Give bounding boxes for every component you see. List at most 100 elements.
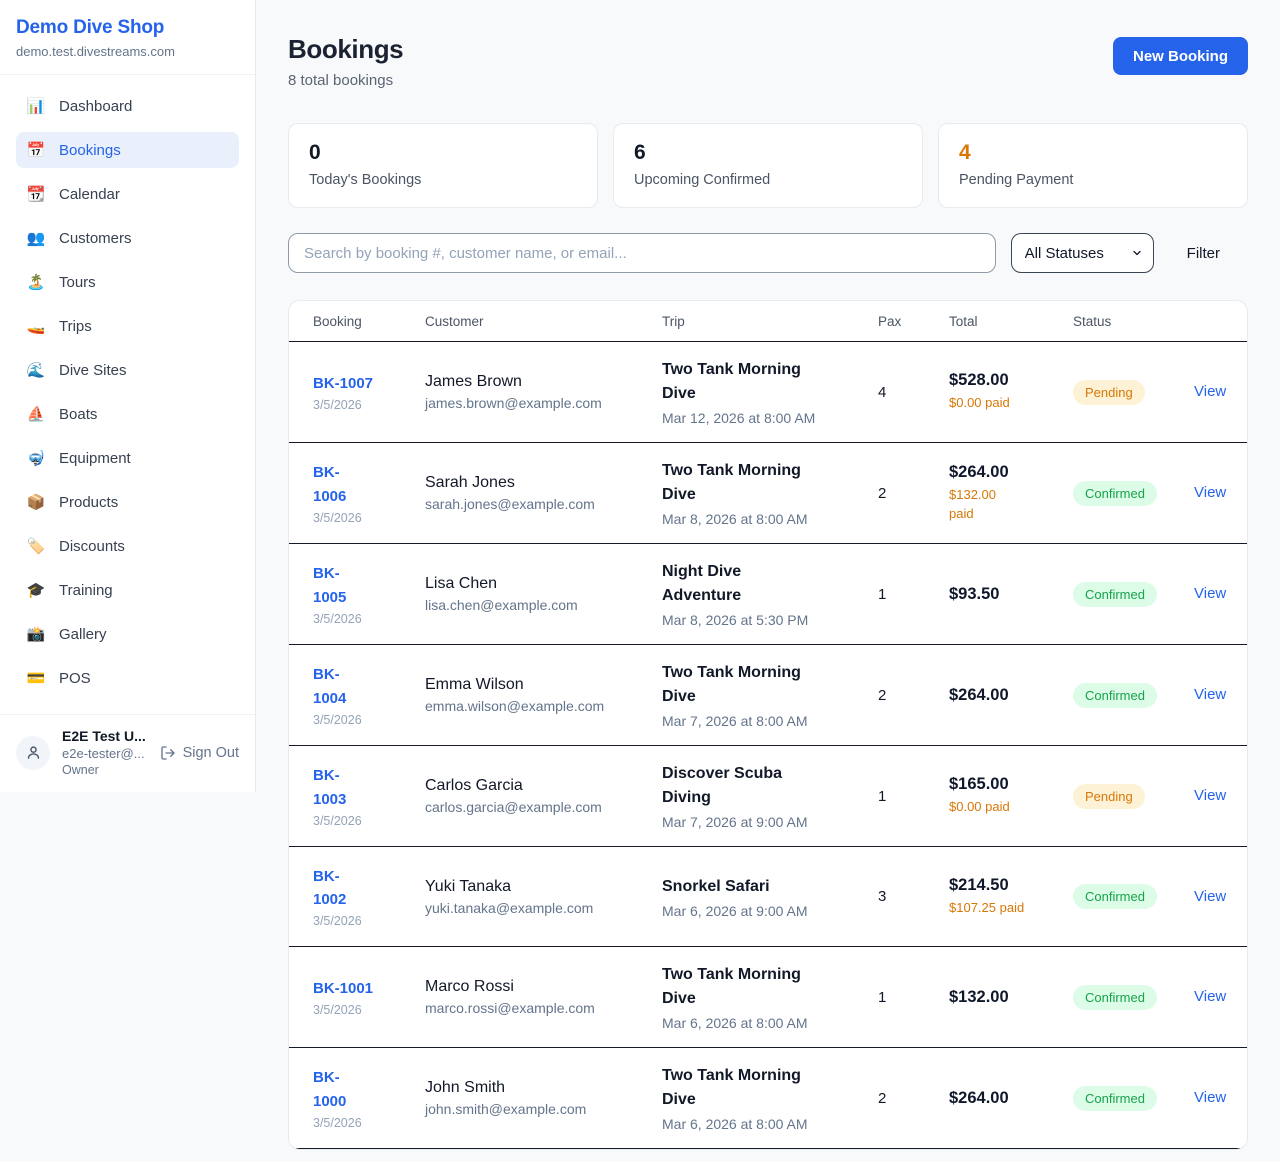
view-booking-link[interactable]: View (1194, 787, 1227, 804)
customer-name: Marco Rossi (425, 978, 514, 995)
column-header-customer: Customer (425, 313, 484, 329)
stat-value: 4 (959, 141, 971, 164)
user-role: Owner (62, 763, 99, 777)
customer-name: John Smith (425, 1079, 506, 1096)
sidebar-item-boats[interactable]: ⛵ Boats (16, 396, 239, 432)
sidebar-item-tours[interactable]: 🏝️ Tours (16, 264, 239, 300)
customer-cell: Lisa Chen lisa.chen@example.com (425, 575, 662, 613)
total-cell: $264.00 (949, 686, 1073, 705)
booking-id-link[interactable]: BK- 1000 (313, 1069, 347, 1110)
sidebar-item-equipment[interactable]: 🤿 Equipment (16, 440, 239, 476)
booking-id-link[interactable]: BK- 1005 (313, 565, 347, 606)
credit-card-icon: 💳 (26, 669, 46, 687)
sign-out-button[interactable]: Sign Out (160, 745, 239, 761)
trip-cell: Two Tank Morning Dive Mar 8, 2026 at 8:0… (662, 459, 878, 527)
status-badge: Confirmed (1073, 480, 1157, 506)
paid-amount: $107.25 paid (949, 899, 1025, 915)
filter-row: All Statuses Filter (288, 233, 1248, 273)
customer-cell: Sarah Jones sarah.jones@example.com (425, 474, 662, 512)
view-booking-link[interactable]: View (1194, 1089, 1227, 1106)
customer-email: lisa.chen@example.com (425, 597, 578, 613)
booking-date: 3/5/2026 (313, 611, 362, 626)
sidebar-item-label: Discounts (59, 537, 125, 555)
view-booking-link[interactable]: View (1194, 887, 1227, 905)
stat-value: 6 (634, 141, 646, 164)
booking-id-link[interactable]: BK- 1002 (313, 867, 347, 908)
sidebar-item-label: Dashboard (59, 97, 133, 115)
sidebar-item-products[interactable]: 📦 Products (16, 484, 239, 520)
sidebar-item-customers[interactable]: 👥 Customers (16, 220, 239, 256)
trip-datetime: Mar 7, 2026 at 9:00 AM (662, 814, 808, 830)
sidebar-item-gallery[interactable]: 📸 Gallery (16, 616, 239, 652)
trip-name: Two Tank Morning Dive (662, 1067, 801, 1108)
table-header-row: Booking Customer Trip Pax Total Status (289, 301, 1247, 342)
new-booking-button[interactable]: New Booking (1112, 37, 1248, 75)
table-row: BK- 1004 3/5/2026 Emma Wilson emma.wilson… (289, 645, 1247, 746)
view-booking-link[interactable]: View (1194, 585, 1227, 602)
booking-date: 3/5/2026 (313, 398, 362, 413)
view-booking-link[interactable]: View (1194, 988, 1227, 1005)
trip-name: Two Tank Morning Dive (662, 462, 801, 503)
customer-cell: Marco Rossi marco.rossi@example.com (425, 978, 662, 1016)
booking-id-link[interactable]: BK- 1004 (313, 666, 347, 707)
pax-value: 1 (878, 988, 887, 1006)
table-row: BK-1007 3/5/2026 James Brown james.brown… (289, 342, 1247, 443)
status-badge: Confirmed (1073, 1085, 1157, 1111)
sidebar-item-training[interactable]: 🎓 Training (16, 572, 239, 608)
view-booking-link[interactable]: View (1194, 383, 1227, 400)
customer-name: Lisa Chen (425, 575, 498, 592)
view-cell: View (1194, 787, 1226, 805)
status-cell: Pending (1073, 783, 1194, 809)
sidebar-item-label: Dive Sites (59, 361, 127, 379)
pax-value: 1 (878, 787, 887, 805)
customer-cell: John Smith john.smith@example.com (425, 1079, 662, 1117)
booking-id-link[interactable]: BK-1001 (313, 979, 374, 997)
stat-value: 0 (309, 141, 321, 164)
stat-label: Today's Bookings (309, 172, 422, 188)
calendar-icon: 📅 (26, 141, 46, 159)
view-booking-link[interactable]: View (1194, 484, 1227, 501)
tag-icon: 🏷️ (26, 537, 46, 555)
view-cell: View (1194, 988, 1226, 1006)
status-filter-select[interactable]: All Statuses (1010, 233, 1154, 273)
people-icon: 👥 (26, 229, 46, 247)
sidebar-item-calendar[interactable]: 📆 Calendar (16, 176, 239, 212)
trip-datetime: Mar 6, 2026 at 8:00 AM (662, 1116, 808, 1132)
package-icon: 📦 (26, 493, 46, 511)
avatar (16, 735, 50, 770)
user-section: E2E Test U... e2e-tester@... Owner Sign … (0, 714, 255, 792)
sidebar-item-pos[interactable]: 💳 POS (16, 660, 239, 696)
table-row: BK- 1002 3/5/2026 Yuki Tanaka yuki.tanaka… (289, 847, 1247, 947)
total-amount: $132.00 (949, 987, 1009, 1006)
total-amount: $264.00 (949, 462, 1009, 481)
sidebar-item-dive-sites[interactable]: 🌊 Dive Sites (16, 352, 239, 388)
search-input[interactable] (288, 233, 996, 273)
island-icon: 🏝️ (26, 273, 46, 291)
filter-button[interactable]: Filter (1169, 245, 1248, 262)
sidebar-item-label: POS (59, 669, 91, 687)
column-header-trip: Trip (662, 313, 685, 329)
booking-cell: BK- 1006 3/5/2026 (313, 461, 425, 525)
person-icon (27, 746, 39, 759)
sidebar-item-trips[interactable]: 🚤 Trips (16, 308, 239, 344)
pax-value: 1 (878, 585, 887, 603)
sidebar-item-discounts[interactable]: 🏷️ Discounts (16, 528, 239, 564)
page-header-text: Bookings 8 total bookings (288, 34, 404, 89)
sign-out-label: Sign Out (182, 744, 239, 761)
trip-datetime: Mar 6, 2026 at 8:00 AM (662, 1015, 808, 1031)
booking-id-link[interactable]: BK- 1006 (313, 464, 347, 505)
status-badge: Confirmed (1073, 581, 1157, 607)
booking-id-link[interactable]: BK-1007 (313, 374, 374, 392)
column-header-booking: Booking (313, 313, 362, 329)
stat-card: 6 Upcoming Confirmed (613, 123, 923, 208)
total-amount: $165.00 (949, 775, 1009, 794)
sidebar-item-bookings[interactable]: 📅 Bookings (16, 132, 239, 168)
booking-id-link[interactable]: BK- 1003 (313, 767, 347, 808)
sidebar-item-dashboard[interactable]: 📊 Dashboard (16, 88, 239, 124)
stat-card: 0 Today's Bookings (288, 123, 598, 208)
trip-name: Two Tank Morning Dive (662, 664, 801, 705)
wave-icon: 🌊 (26, 361, 46, 379)
pax-value: 2 (878, 1089, 887, 1107)
view-booking-link[interactable]: View (1194, 686, 1227, 703)
trip-cell: Two Tank Morning Dive Mar 7, 2026 at 8:0… (662, 661, 878, 729)
